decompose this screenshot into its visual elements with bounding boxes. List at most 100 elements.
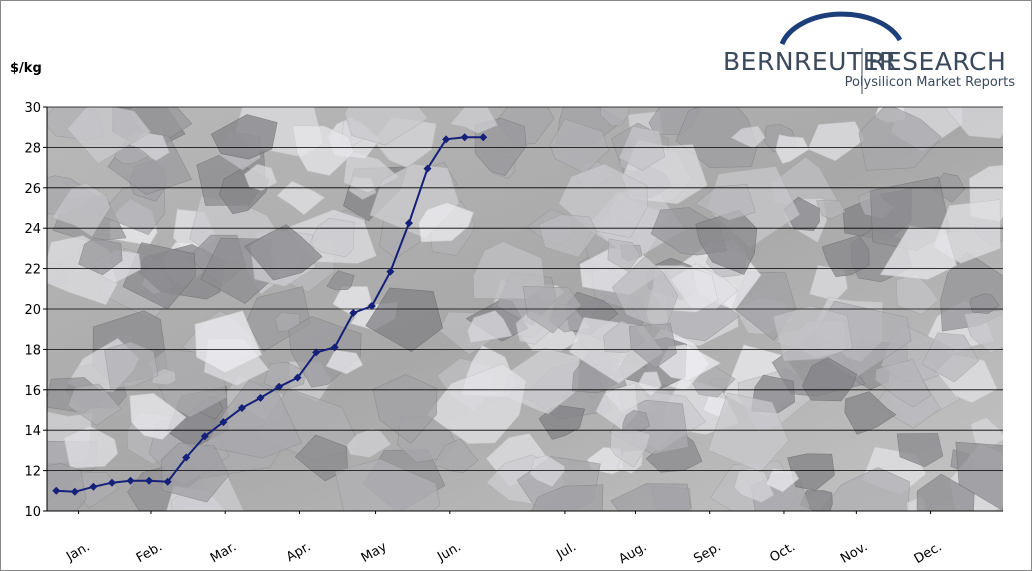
rock — [675, 107, 758, 168]
rock — [807, 121, 865, 162]
point — [275, 382, 284, 391]
logo-tagline: Polysilicon Market Reports — [845, 75, 1016, 90]
rock — [695, 209, 758, 275]
point — [460, 133, 469, 142]
point — [479, 133, 488, 142]
point — [349, 309, 358, 318]
rock — [292, 125, 355, 176]
point — [442, 135, 451, 144]
rock — [921, 332, 980, 383]
rock — [733, 467, 775, 503]
rock — [433, 438, 479, 473]
rock — [844, 391, 897, 435]
rock — [326, 270, 355, 291]
y-tick-label: 10 — [24, 505, 41, 520]
y-tick-label: 16 — [24, 384, 41, 399]
y-tick-label: 28 — [24, 141, 41, 156]
rock — [426, 363, 527, 445]
rock — [765, 468, 800, 493]
rock — [610, 483, 692, 511]
logo-name2: RESEARCH — [868, 47, 1006, 76]
y-tick-label: 22 — [24, 263, 41, 278]
rock — [694, 183, 756, 221]
rock — [67, 383, 122, 426]
point — [293, 373, 302, 382]
rock — [467, 310, 513, 343]
rock — [129, 392, 187, 440]
rock — [161, 442, 230, 503]
logo-name: BERNREUTER — [723, 47, 897, 76]
rock — [294, 434, 348, 482]
rock — [787, 453, 835, 491]
rock — [945, 107, 1003, 140]
y-axis-label: $/kg — [10, 61, 42, 76]
y-tick-label: 26 — [24, 182, 41, 197]
rock — [628, 323, 677, 369]
rock — [365, 287, 443, 353]
logo-arc — [779, 11, 903, 46]
point — [423, 164, 432, 173]
rock — [63, 425, 119, 469]
rock — [66, 107, 152, 164]
rock — [538, 214, 598, 258]
rock — [955, 441, 1003, 511]
background-photo — [47, 107, 1003, 511]
y-tick-label: 30 — [24, 101, 41, 116]
rock — [858, 107, 942, 171]
rock — [274, 312, 300, 332]
rock — [775, 134, 810, 164]
point — [404, 219, 413, 228]
point — [386, 267, 395, 276]
rock — [772, 305, 853, 362]
point — [182, 453, 191, 462]
y-tick-label: 12 — [24, 465, 41, 480]
rock — [204, 380, 303, 459]
point — [70, 487, 79, 496]
rock — [244, 163, 278, 191]
rock — [418, 202, 474, 243]
rock — [879, 226, 958, 280]
point — [89, 482, 98, 491]
y-tick-label: 20 — [24, 303, 41, 318]
rock — [963, 309, 1003, 354]
rock — [896, 433, 944, 468]
point — [107, 478, 116, 487]
rock — [874, 359, 931, 408]
rock — [244, 224, 323, 281]
rock — [522, 285, 582, 334]
rock — [194, 310, 263, 374]
point — [126, 476, 135, 485]
rock — [815, 199, 846, 219]
point — [52, 486, 61, 495]
rock — [210, 114, 278, 160]
rock — [610, 429, 651, 468]
y-tick-label: 18 — [24, 343, 41, 358]
rock — [473, 241, 546, 300]
point — [330, 343, 339, 352]
rock — [707, 392, 789, 473]
rock — [276, 180, 326, 216]
rock — [599, 107, 630, 127]
point — [163, 477, 172, 486]
y-tick-label: 24 — [24, 222, 41, 237]
point — [256, 393, 265, 402]
rock — [538, 405, 585, 440]
rock — [334, 458, 441, 511]
rock — [325, 349, 364, 375]
point — [237, 403, 246, 412]
point — [145, 476, 154, 485]
rock — [344, 107, 429, 146]
rock — [449, 107, 499, 134]
rock — [531, 484, 604, 511]
rock — [51, 182, 111, 238]
rock — [47, 463, 87, 511]
rock — [78, 237, 123, 276]
point — [200, 432, 209, 441]
point — [312, 348, 321, 357]
point — [367, 301, 376, 310]
point — [219, 418, 228, 427]
rock — [474, 117, 527, 177]
rock — [896, 273, 939, 315]
rock — [618, 126, 666, 172]
